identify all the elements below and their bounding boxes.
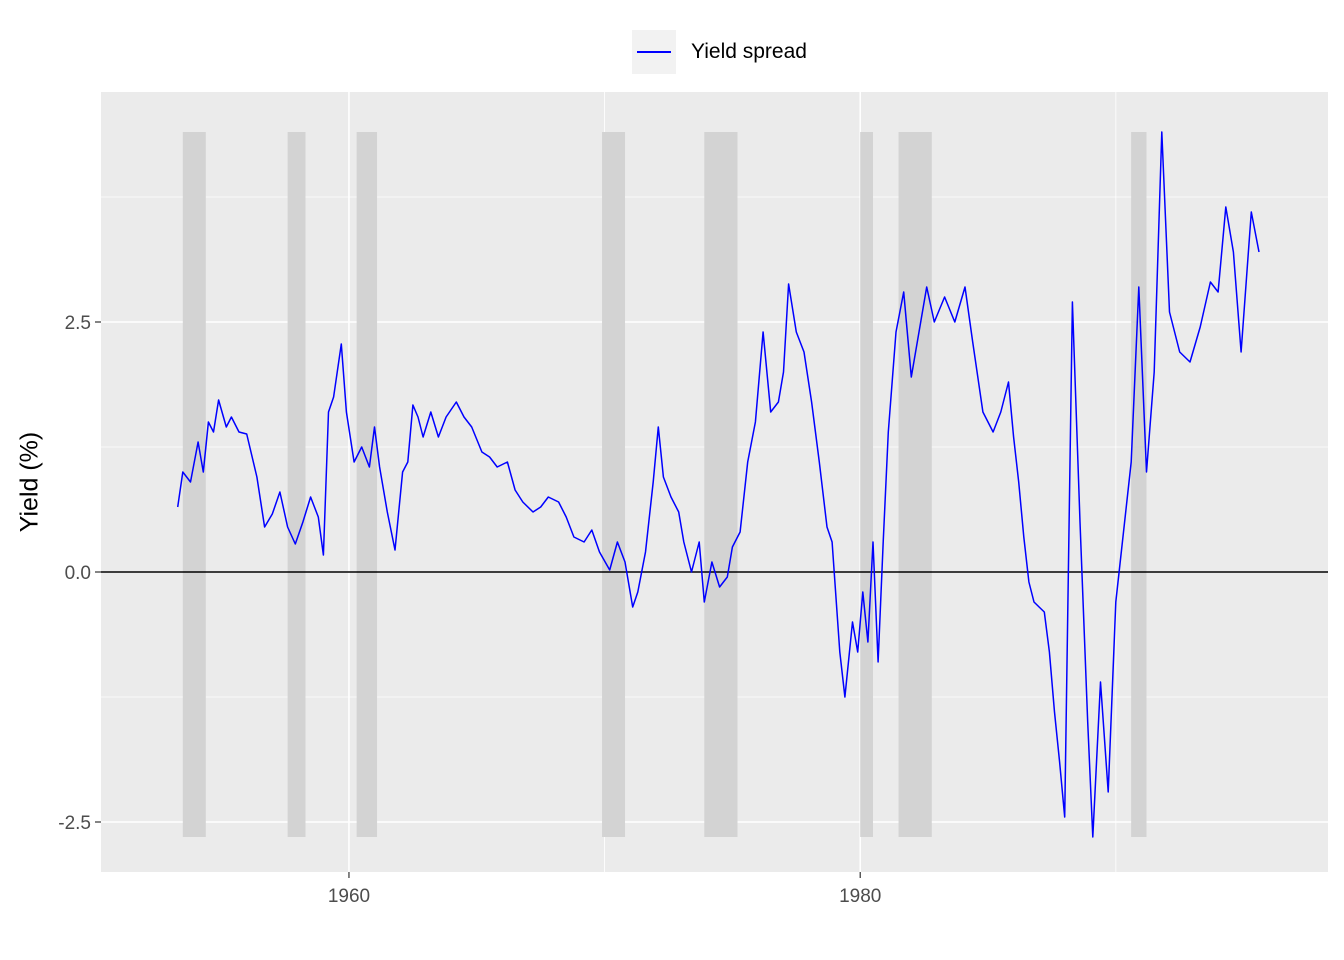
recession-band — [602, 132, 626, 837]
recession-band — [182, 132, 206, 837]
recession-band — [356, 132, 378, 837]
recession-bands — [182, 132, 1147, 837]
x-tick-label: 1980 — [839, 886, 881, 907]
axis-ticks — [95, 321, 861, 878]
y-tick-label: 2.5 — [65, 313, 91, 334]
yield-spread-line — [176, 131, 1260, 838]
y-tick-label: -2.5 — [58, 813, 91, 834]
recession-band — [287, 132, 306, 837]
tick-labels: 1960198020002020-2.50.02.5 — [58, 313, 881, 907]
legend-label: Yield spread — [691, 40, 807, 63]
y-axis-title: Yield (%) — [15, 431, 44, 533]
recession-band — [1131, 132, 1147, 837]
recession-band — [704, 132, 738, 837]
legend: Yield spread — [632, 30, 807, 74]
recession-band — [860, 132, 873, 837]
legend-key — [632, 30, 676, 74]
x-tick-label: 1960 — [328, 886, 370, 907]
y-tick-label: 0.0 — [65, 563, 91, 584]
legend-swatch — [637, 51, 671, 53]
recession-band — [898, 132, 932, 837]
